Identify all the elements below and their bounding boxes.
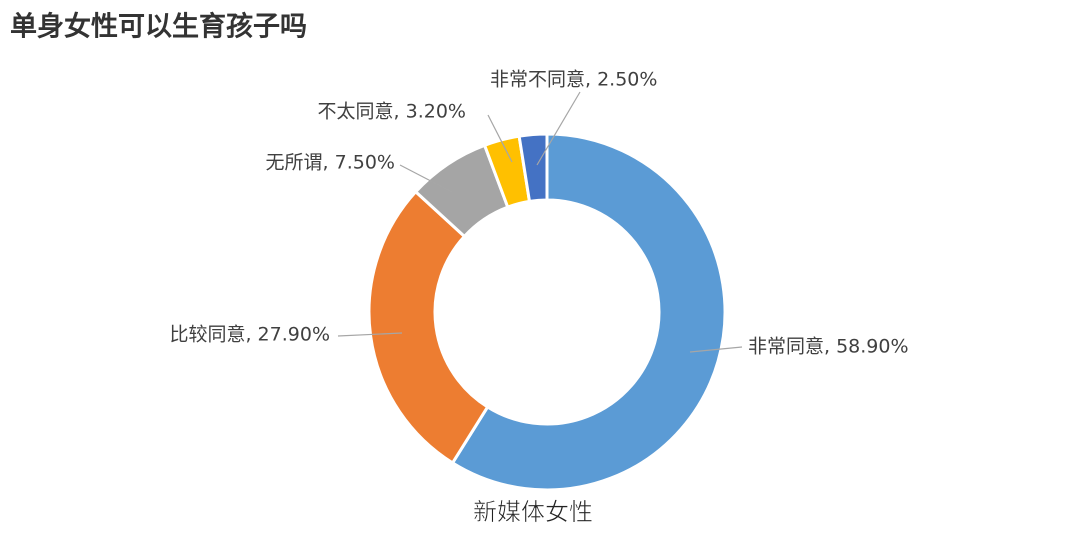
leader-line	[399, 164, 453, 193]
donut-slice	[367, 189, 490, 465]
data-label: 非常同意, 58.90%	[748, 336, 909, 358]
leader-line	[689, 346, 743, 353]
data-label: 无所谓, 7.50%	[266, 152, 395, 174]
data-label: 不太同意, 3.20%	[318, 101, 466, 123]
data-label: 非常不同意, 2.50%	[490, 69, 657, 91]
leader-line	[536, 91, 581, 166]
donut-slice	[450, 132, 727, 492]
leader-line	[487, 114, 513, 163]
data-label: 比较同意, 27.90%	[169, 324, 330, 346]
watermark: 新媒体女性	[473, 498, 593, 526]
chart-title: 单身女性可以生育孩子吗	[10, 11, 307, 43]
donut-slice	[517, 132, 549, 204]
leader-line	[337, 332, 403, 337]
